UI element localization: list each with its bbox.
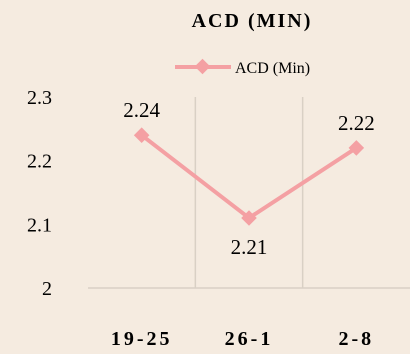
y-tick-label: 2.2 — [27, 151, 52, 173]
series-layer — [133, 127, 365, 226]
data-label: 2.24 — [123, 98, 160, 122]
data-point-marker — [133, 127, 150, 143]
x-axis-ticks: 19-25 26-1 2-8 — [111, 328, 374, 350]
series-line — [140, 133, 358, 220]
grid — [88, 97, 410, 289]
chart-title: ACD (MIN) — [192, 10, 313, 32]
x-tick-label: 26-1 — [225, 328, 274, 350]
y-tick-label: 2 — [42, 278, 52, 300]
x-tick-label: 19-25 — [111, 328, 173, 350]
legend-label: ACD (Min) — [235, 60, 310, 77]
data-point-marker — [348, 140, 365, 156]
data-point-marker — [241, 210, 257, 226]
data-label: 2.22 — [338, 111, 375, 135]
y-axis-ticks: 2.3 2.2 2.1 2 — [27, 87, 52, 300]
y-tick-label: 2.1 — [27, 214, 52, 236]
y-tick-label: 2.3 — [27, 87, 52, 109]
x-tick-label: 2-8 — [338, 328, 374, 350]
data-labels: 2.24 2.21 2.22 — [123, 98, 374, 259]
legend: ACD (Min) — [175, 58, 310, 77]
data-label: 2.21 — [231, 235, 268, 259]
legend-marker — [194, 58, 211, 75]
